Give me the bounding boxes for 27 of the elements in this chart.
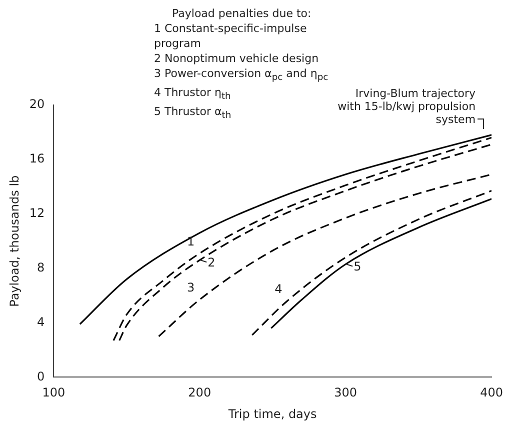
- x-tick-label: 200: [188, 386, 212, 400]
- x-axis-title: Trip time, days: [227, 406, 317, 421]
- x-tick-label: 300: [334, 386, 358, 400]
- annotation: 3: [186, 280, 195, 295]
- line-series: [270, 198, 492, 330]
- line-series: [251, 190, 492, 336]
- y-tick-label: 20: [29, 97, 45, 112]
- annotation: 5: [354, 259, 362, 274]
- y-tick-label: 8: [37, 260, 45, 274]
- annotation: 1: [186, 234, 195, 248]
- y-tick-label: 4: [37, 314, 45, 329]
- annotation: 2: [208, 255, 216, 270]
- line-series: [158, 174, 492, 338]
- text: 1 Constant-specific-impulse program: [153, 21, 308, 51]
- x-tick-label: 400: [480, 386, 503, 400]
- x-tick-label: 100: [42, 386, 66, 400]
- y-tick-label: 12: [29, 206, 45, 220]
- annotation: Irving-Blum trajectory with 15-lb/kwj propulsion system: [338, 86, 476, 126]
- y-axis-title: Payload, thousands lb: [7, 175, 22, 307]
- text: 3 Power-conversion α$_{pc}$ and η$_{pc}$: [153, 66, 330, 86]
- text: Payload penalties due to:: [171, 6, 312, 21]
- annotation: 5 Thrustor α$_{th}$: [154, 105, 232, 122]
- annotation: 4: [274, 282, 282, 296]
- y-tick-label: 16: [29, 152, 45, 166]
- text: 2 Nonoptimum vehicle design: [153, 51, 320, 66]
- y-tick-label: 0: [37, 369, 45, 384]
- text: 4 Thrustor η$_{th}$: [154, 86, 231, 102]
